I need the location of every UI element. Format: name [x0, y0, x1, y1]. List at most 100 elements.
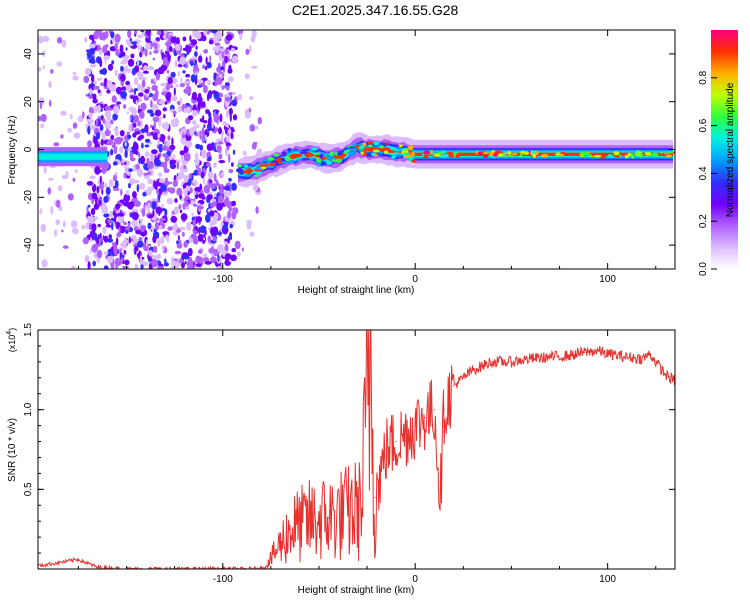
noise-speckle: [133, 88, 137, 95]
noise-speckle: [93, 106, 98, 114]
ridge-spot: [540, 153, 549, 158]
noise-speckle: [70, 220, 78, 228]
noise-speckle: [184, 160, 188, 165]
noise-speckle: [55, 219, 60, 226]
noise-speckle: [224, 96, 231, 102]
noise-speckle: [228, 153, 231, 163]
noise-speckle: [149, 51, 152, 55]
ridge-spot: [498, 153, 504, 157]
noise-speckle: [97, 119, 101, 124]
noise-speckle: [82, 111, 85, 119]
noise-speckle: [206, 61, 212, 69]
noise-speckle: [216, 45, 219, 54]
colorbar-tick-label: 0.6: [698, 118, 709, 132]
ridge-band: [238, 144, 674, 175]
colorbar-tick-label: 0.8: [698, 70, 709, 84]
noise-speckle: [152, 235, 157, 244]
noise-speckle: [137, 83, 142, 91]
noise-speckle: [140, 102, 147, 111]
spec-xtick-label: 0: [412, 274, 418, 285]
noise-speckle: [120, 73, 126, 82]
noise-speckle: [48, 80, 52, 89]
noise-speckle: [174, 198, 178, 203]
noise-speckle: [99, 183, 104, 190]
noise-speckle: [215, 231, 223, 236]
noise-speckle: [129, 37, 132, 42]
noise-speckle: [203, 124, 206, 128]
noise-speckle: [114, 130, 120, 136]
noise-speckle: [181, 128, 187, 133]
ridge-spot: [284, 156, 291, 162]
noise-speckle: [158, 118, 162, 127]
noise-speckle: [157, 266, 164, 269]
noise-speckle: [110, 148, 114, 156]
noise-speckle: [249, 96, 254, 100]
noise-speckle: [182, 36, 187, 42]
noise-speckle: [106, 255, 114, 264]
noise-speckle: [99, 176, 102, 185]
noise-speckle: [185, 45, 192, 53]
noise-speckle: [197, 79, 204, 84]
noise-speckle: [110, 262, 115, 269]
noise-speckle: [224, 48, 229, 55]
noise-speckle: [220, 66, 225, 71]
noise-speckle: [60, 134, 64, 139]
noise-speckle: [231, 162, 234, 167]
noise-speckle: [114, 180, 119, 189]
noise-speckle: [183, 165, 187, 169]
noise-speckle: [112, 187, 120, 191]
ridge-spot: [368, 144, 373, 148]
noise-speckle: [91, 192, 98, 200]
noise-speckle: [215, 77, 223, 85]
noise-speckle: [88, 112, 93, 119]
noise-speckle: [57, 185, 63, 192]
noise-speckle: [133, 142, 139, 151]
noise-speckle: [167, 135, 171, 141]
noise-speckle: [146, 109, 154, 114]
noise-speckle: [205, 109, 210, 115]
noise-speckle: [124, 161, 127, 165]
noise-speckle: [180, 136, 187, 145]
noise-speckle: [114, 33, 121, 43]
noise-speckle: [97, 223, 101, 228]
noise-speckle: [231, 182, 237, 191]
noise-speckle: [72, 71, 77, 75]
noise-speckle: [195, 45, 198, 50]
noise-speckle: [110, 134, 115, 141]
noise-speckle: [58, 205, 63, 212]
ridge-spot: [660, 151, 664, 154]
noise-speckle: [245, 48, 250, 55]
noise-speckle: [84, 255, 90, 263]
noise-speckle: [187, 129, 190, 137]
noise-speckle: [99, 58, 103, 68]
noise-speckle: [172, 179, 178, 188]
noise-speckle: [103, 55, 111, 61]
noise-speckle: [178, 171, 185, 179]
noise-speckle: [147, 214, 154, 219]
noise-speckle: [151, 149, 158, 155]
noise-speckle: [157, 193, 161, 201]
noise-speckle: [144, 138, 151, 143]
noise-speckle: [147, 66, 155, 71]
noise-speckle: [119, 130, 125, 137]
noise-speckle: [175, 84, 179, 88]
noise-speckle: [251, 142, 257, 150]
noise-speckle: [39, 208, 43, 215]
noise-speckle: [138, 97, 143, 103]
noise-speckle: [186, 260, 194, 269]
noise-speckle: [128, 168, 133, 173]
noise-speckle: [211, 90, 217, 95]
noise-speckle: [150, 125, 153, 128]
noise-speckle: [87, 140, 92, 148]
noise-speckle: [205, 56, 208, 65]
colorbar-tick-label: 0.4: [698, 166, 709, 180]
noise-speckle: [195, 124, 200, 129]
noise-speckle: [225, 34, 233, 41]
snr-xtick-label: -100: [213, 574, 233, 585]
noise-speckle: [147, 222, 152, 230]
ridge-spot: [311, 147, 318, 151]
noise-speckle: [202, 253, 208, 258]
noise-speckle: [177, 63, 183, 68]
noise-speckle: [201, 149, 207, 159]
noise-speckle: [185, 140, 193, 148]
